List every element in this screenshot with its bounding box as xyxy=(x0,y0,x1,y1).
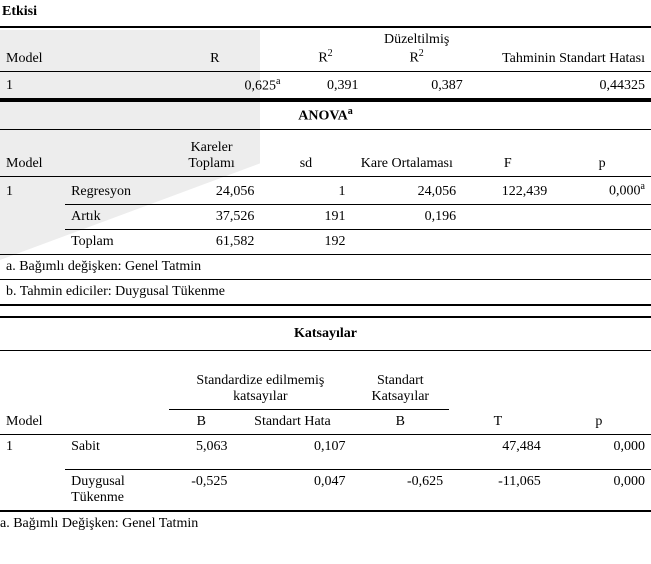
coef-h-se: Standart Hata xyxy=(233,409,351,434)
model-summary-table: Model R R2 DüzeltilmişR2 Tahminin Standa… xyxy=(0,26,651,100)
anova-title: ANOVAa xyxy=(0,101,651,129)
an-r2-ss: 37,526 xyxy=(163,204,261,229)
an-r2-label: Artık xyxy=(65,204,163,229)
hdr-r2: R2 xyxy=(286,27,364,71)
coef-r2-b: -0,525 xyxy=(169,469,233,511)
coef-r1-b: 5,063 xyxy=(169,434,233,469)
coef-r1-label: Sabit xyxy=(65,434,169,469)
an-h-f: F xyxy=(462,129,553,176)
sum-r2: 0,391 xyxy=(286,71,364,99)
an-m: 1 xyxy=(0,176,65,204)
coef-r1-p: 0,000 xyxy=(547,434,651,469)
coef-r2-label: Duygusal Tükenme xyxy=(65,469,169,511)
coef-r1-se: 0,107 xyxy=(233,434,351,469)
an-r3-ss: 61,582 xyxy=(163,229,261,254)
coef-r2-p: 0,000 xyxy=(547,469,651,511)
an-h-ss: Kareler Toplamı xyxy=(163,129,261,176)
an-r1-ms: 24,056 xyxy=(352,176,463,204)
coef-r2-se: 0,047 xyxy=(233,469,351,511)
an-h-model: Model xyxy=(0,129,65,176)
an-h-ms: Kare Ortalaması xyxy=(352,129,463,176)
sum-adjr2: 0,387 xyxy=(365,71,469,99)
coefficients-table: Katsayılar Model Standardize edilmemiş k… xyxy=(0,316,651,512)
coef-r2-beta: -0,625 xyxy=(352,469,450,511)
hdr-adjr2: DüzeltilmişR2 xyxy=(365,27,469,71)
an-r1-f: 122,439 xyxy=(462,176,553,204)
an-h-df: sd xyxy=(260,129,351,176)
anova-note-b: b. Tahmin ediciler: Duygusal Tükenme xyxy=(0,279,651,305)
coef-h-t: T xyxy=(449,350,547,434)
coef-r2-t: -11,065 xyxy=(449,469,547,511)
anova-note-a: a. Bağımlı değişken: Genel Tatmin xyxy=(0,254,651,279)
an-r3-df: 192 xyxy=(260,229,351,254)
an-h-p: p xyxy=(553,129,651,176)
an-r2-df: 191 xyxy=(260,204,351,229)
coef-h-p: p xyxy=(547,350,651,434)
sum-model: 1 xyxy=(0,71,143,99)
hdr-r: R xyxy=(143,27,286,71)
anova-table: ANOVAa Model Kareler Toplamı sd Kare Ort… xyxy=(0,100,651,305)
an-r1-df: 1 xyxy=(260,176,351,204)
coef-h-b: B xyxy=(169,409,233,434)
an-r2-ms: 0,196 xyxy=(352,204,463,229)
sum-stderr: 0,44325 xyxy=(469,71,651,99)
an-r1-ss: 24,056 xyxy=(163,176,261,204)
hdr-model: Model xyxy=(0,27,143,71)
an-r1-p: 0,000a xyxy=(553,176,651,204)
coef-m: 1 xyxy=(0,434,65,469)
coef-h-model: Model xyxy=(0,350,65,434)
hdr-stderr: Tahminin Standart Hatası xyxy=(469,27,651,71)
an-r1-label: Regresyon xyxy=(65,176,163,204)
coef-r1-t: 47,484 xyxy=(449,434,547,469)
coef-note: a. Bağımlı Değişken: Genel Tatmin xyxy=(0,512,651,538)
coef-h-beta: B xyxy=(352,409,450,434)
coef-h-unstd: Standardize edilmemiş katsayılar xyxy=(169,350,351,409)
coef-title: Katsayılar xyxy=(0,317,651,351)
fragment-top: Etkisi xyxy=(0,0,651,26)
an-r3-label: Toplam xyxy=(65,229,163,254)
coef-h-std: Standart Katsayılar xyxy=(352,350,450,409)
sum-r: 0,625a xyxy=(143,71,286,99)
